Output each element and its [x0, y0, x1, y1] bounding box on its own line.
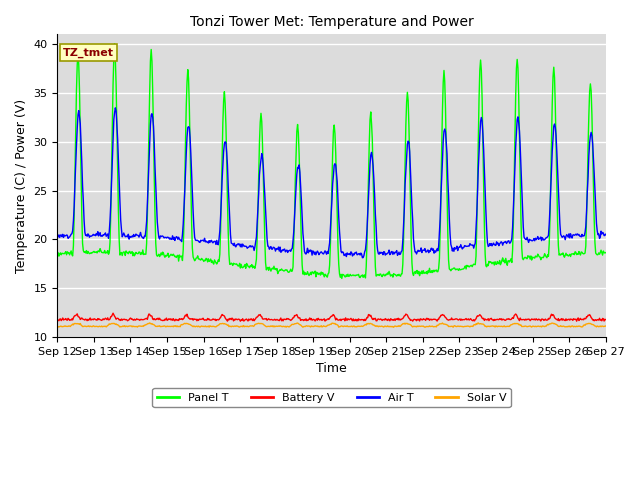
Air T: [602, 231, 609, 237]
Solar V: [416, 324, 424, 329]
Panel T: [54, 249, 61, 255]
Air T: [54, 235, 61, 241]
Legend: Panel T, Battery V, Air T, Solar V: Panel T, Battery V, Air T, Solar V: [152, 388, 511, 407]
Panel T: [177, 254, 184, 260]
Y-axis label: Temperature (C) / Power (V): Temperature (C) / Power (V): [15, 99, 28, 273]
Air T: [177, 237, 184, 243]
Battery V: [205, 316, 213, 322]
Solar V: [54, 323, 61, 329]
Battery V: [54, 317, 61, 323]
Air T: [400, 222, 408, 228]
Battery V: [237, 318, 244, 324]
Air T: [111, 105, 119, 111]
Panel T: [121, 249, 129, 255]
Battery V: [121, 316, 129, 322]
Solar V: [400, 321, 408, 327]
Panel T: [63, 249, 71, 255]
Title: Tonzi Tower Met: Temperature and Power: Tonzi Tower Met: Temperature and Power: [189, 15, 474, 29]
Battery V: [109, 311, 117, 316]
Solar V: [120, 324, 127, 329]
Battery V: [602, 317, 609, 323]
Battery V: [63, 317, 71, 323]
Battery V: [400, 314, 408, 320]
Battery V: [177, 316, 184, 322]
Panel T: [111, 41, 118, 47]
Air T: [358, 255, 366, 261]
Panel T: [602, 250, 609, 255]
Air T: [121, 232, 129, 238]
Line: Solar V: Solar V: [58, 323, 605, 327]
Line: Air T: Air T: [58, 108, 605, 258]
Solar V: [205, 324, 213, 330]
X-axis label: Time: Time: [316, 362, 347, 375]
Air T: [63, 232, 71, 238]
Line: Panel T: Panel T: [58, 44, 605, 278]
Solar V: [390, 324, 397, 330]
Line: Battery V: Battery V: [58, 313, 605, 321]
Solar V: [602, 323, 609, 329]
Panel T: [338, 276, 346, 281]
Air T: [416, 248, 424, 254]
Solar V: [63, 324, 71, 329]
Panel T: [205, 259, 213, 264]
Panel T: [400, 237, 408, 243]
Battery V: [416, 318, 424, 324]
Solar V: [177, 324, 184, 330]
Air T: [205, 238, 213, 243]
Text: TZ_tmet: TZ_tmet: [63, 48, 114, 58]
Solar V: [146, 320, 154, 326]
Panel T: [416, 273, 424, 278]
